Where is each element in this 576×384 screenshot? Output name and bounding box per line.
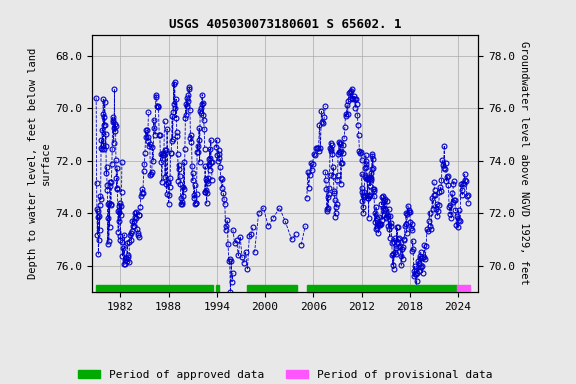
Y-axis label: Groundwater level above NGVD 1929, feet: Groundwater level above NGVD 1929, feet	[519, 41, 529, 285]
Bar	[307, 285, 457, 292]
Y-axis label: Depth to water level, feet below land
surface: Depth to water level, feet below land su…	[28, 48, 51, 279]
Bar	[96, 285, 213, 292]
Bar	[247, 285, 297, 292]
Bar	[216, 285, 219, 292]
Bar	[457, 285, 470, 292]
Legend: Period of approved data, Period of provisional data: Period of approved data, Period of provi…	[73, 365, 497, 384]
Title: USGS 405030073180601 S 65602. 1: USGS 405030073180601 S 65602. 1	[169, 18, 401, 31]
